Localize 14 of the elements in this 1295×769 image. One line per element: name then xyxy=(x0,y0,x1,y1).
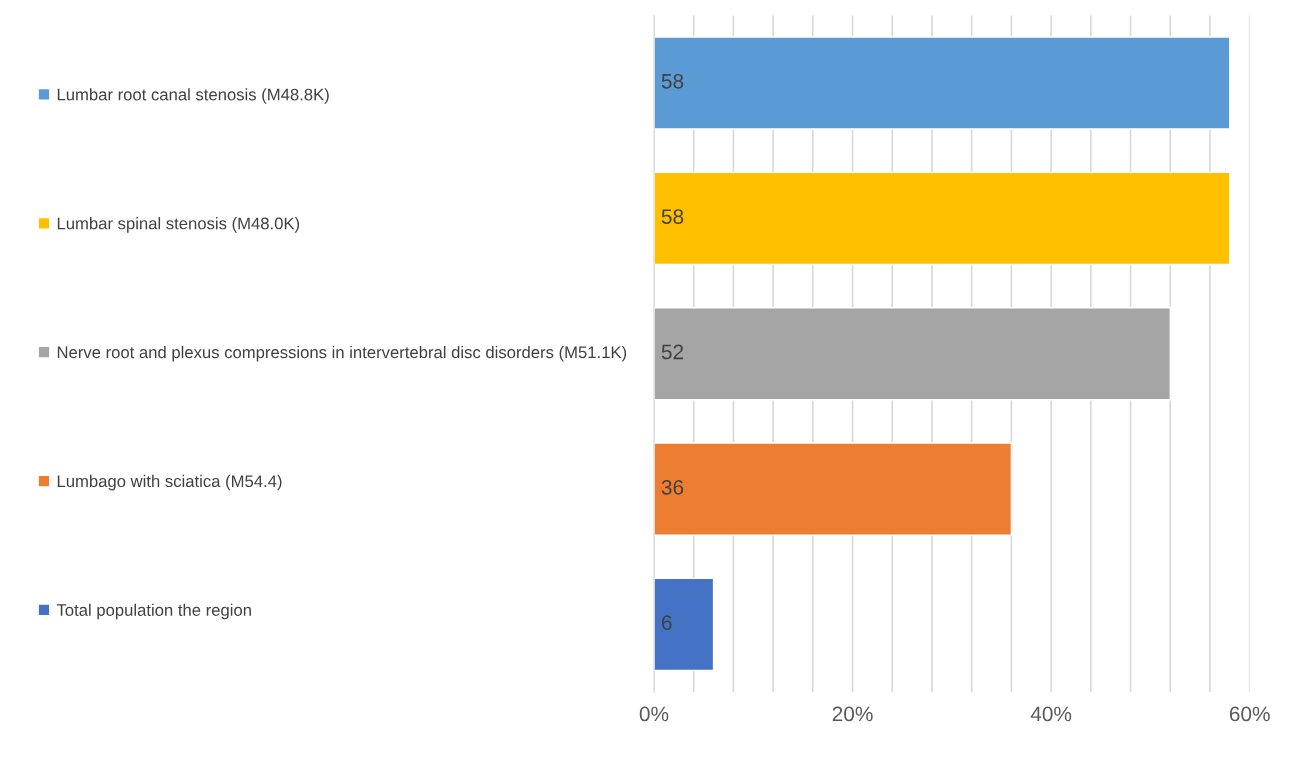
legend-label: Total population the region xyxy=(56,603,251,620)
data-label: 36 xyxy=(661,479,684,495)
data-label: 6 xyxy=(661,615,672,631)
data-label: 58 xyxy=(661,73,684,89)
legend-label: Lumbar spinal stenosis (M48.0K) xyxy=(57,217,300,233)
x-tick-label: 20% xyxy=(832,706,873,722)
data-label: 58 xyxy=(661,209,684,224)
legend-label: Lumbago with sciatica (M54.4) xyxy=(57,474,282,491)
x-tick-label: 40% xyxy=(1030,706,1072,722)
legend-label: Nerve root and plexus compressions in intervertebral disc disorders (M51.1K) xyxy=(57,345,627,362)
legend-label: Lumbar root canal stenosis (M48.8K) xyxy=(57,88,329,104)
x-tick-label: 60% xyxy=(1229,706,1270,722)
x-tick-label: 0% xyxy=(639,706,669,722)
data-label: 52 xyxy=(661,344,684,360)
